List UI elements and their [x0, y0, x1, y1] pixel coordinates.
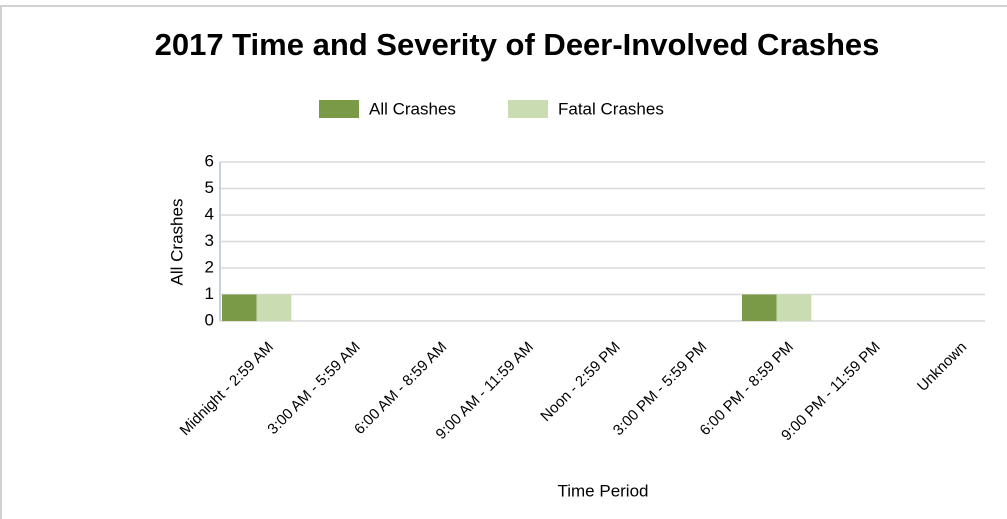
y-tick-label: 3 [205, 231, 214, 250]
y-tick-label: 6 [205, 151, 214, 170]
chart-frame [0, 5, 1007, 519]
y-tick-label: 1 [205, 284, 214, 303]
bar [742, 294, 777, 321]
x-axis-label: Time Period [557, 481, 648, 500]
y-tick-label: 0 [205, 310, 214, 329]
legend-swatch [508, 100, 548, 118]
chart-title: 2017 Time and Severity of Deer-Involved … [155, 27, 880, 62]
y-tick-label: 5 [205, 178, 214, 197]
bar [222, 294, 257, 321]
bar [776, 294, 812, 321]
legend-label: All Crashes [369, 99, 456, 118]
legend-swatch [319, 100, 359, 118]
y-tick-label: 2 [205, 257, 214, 276]
bar [256, 294, 292, 321]
y-tick-label: 4 [205, 204, 214, 223]
y-axis-label: All Crashes [167, 199, 186, 286]
legend-label: Fatal Crashes [558, 99, 664, 118]
